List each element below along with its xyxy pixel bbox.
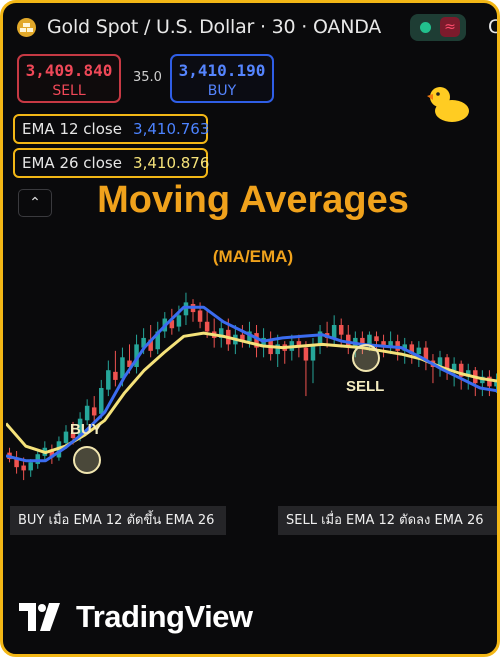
candle-body bbox=[91, 407, 97, 416]
sell-price: 3,409.840 bbox=[25, 61, 113, 80]
ema26-legend[interactable]: EMA 26 close 3,410.876 bbox=[13, 148, 210, 178]
candle-body bbox=[77, 418, 83, 439]
candle-body bbox=[176, 315, 182, 327]
candle-body bbox=[416, 347, 422, 355]
sell-cross-marker bbox=[352, 344, 380, 372]
candle-body bbox=[127, 360, 132, 367]
market-open-icon bbox=[420, 22, 431, 33]
candle-body bbox=[240, 334, 245, 342]
candle-body bbox=[458, 363, 464, 377]
candle-body bbox=[444, 357, 450, 371]
overlay-subtitle: (MA/EMA) bbox=[212, 247, 294, 266]
candle-body bbox=[388, 341, 393, 348]
candle-body bbox=[494, 379, 497, 387]
candle-body bbox=[183, 302, 189, 316]
candle-body bbox=[451, 363, 457, 371]
candle-body bbox=[84, 405, 90, 421]
buy-signal-label: BUY bbox=[70, 421, 102, 438]
candle-body bbox=[106, 370, 111, 390]
ema26-line bbox=[6, 331, 497, 455]
sell-button[interactable]: 3,409.840 SELL bbox=[17, 54, 121, 103]
candle-body bbox=[28, 462, 33, 471]
candle-body bbox=[21, 465, 26, 471]
candle-body bbox=[113, 371, 118, 380]
candle-body bbox=[99, 388, 104, 414]
sell-label: SELL bbox=[52, 83, 86, 99]
candle-body bbox=[381, 341, 386, 348]
candle-body bbox=[275, 344, 280, 355]
sell-rule-note: SELL เมื่อ EMA 12 ตัดลง EMA 26 bbox=[278, 506, 497, 535]
tradingview-wordmark: TradingView bbox=[76, 599, 253, 634]
candle-body bbox=[254, 333, 259, 348]
candle-body bbox=[197, 310, 203, 322]
buy-label: BUY bbox=[207, 83, 237, 99]
buy-cross-marker bbox=[73, 446, 101, 474]
ema12-legend[interactable]: EMA 12 close 3,410.763 bbox=[13, 114, 210, 144]
ema12-name: EMA 12 close bbox=[22, 120, 122, 138]
candle-body bbox=[360, 337, 365, 345]
candle-body bbox=[120, 357, 125, 379]
candle-body bbox=[169, 320, 175, 329]
status-wave-icon: ≈ bbox=[440, 17, 460, 37]
candle-body bbox=[423, 347, 429, 361]
ema12-value: 3,410.763 bbox=[133, 120, 210, 138]
candle-body bbox=[155, 331, 160, 350]
candle-body bbox=[402, 344, 407, 351]
candle-body bbox=[134, 344, 139, 367]
spread-value: 35.0 bbox=[133, 70, 162, 85]
gold-symbol-icon bbox=[17, 18, 36, 37]
overlay-title-text: Moving Averages bbox=[97, 179, 409, 221]
candle-body bbox=[296, 341, 302, 348]
sell-signal-label: SELL bbox=[346, 378, 385, 395]
buy-button[interactable]: 3,410.190 BUY bbox=[170, 54, 274, 103]
symbol-title[interactable]: Gold Spot / U.S. Dollar · 30 · OANDA bbox=[47, 16, 382, 38]
buy-rule-note: BUY เมื่อ EMA 12 ตัดขึ้น EMA 26 bbox=[10, 506, 226, 535]
candle-body bbox=[437, 357, 443, 367]
candle-body bbox=[338, 325, 344, 335]
collapse-legend-button[interactable]: ⌃ bbox=[18, 189, 52, 217]
candle-body bbox=[218, 328, 224, 338]
ema12-line bbox=[6, 305, 497, 463]
candle-body bbox=[374, 336, 379, 342]
next-tab-label[interactable]: C bbox=[488, 16, 500, 38]
candle-body bbox=[310, 344, 316, 361]
candle-body bbox=[247, 331, 252, 342]
ema26-value: 3,410.876 bbox=[133, 154, 210, 172]
candle-body bbox=[204, 321, 210, 332]
candle-body bbox=[331, 325, 337, 338]
price-chart[interactable] bbox=[6, 263, 500, 503]
candle-body bbox=[303, 347, 309, 361]
ema26-name: EMA 26 close bbox=[22, 154, 122, 172]
chevron-up-icon: ⌃ bbox=[29, 195, 41, 211]
gold-bars-icon bbox=[20, 23, 33, 32]
candle-body bbox=[14, 457, 19, 468]
rubber-duck-icon bbox=[427, 87, 469, 122]
overlay-title: Moving Averages bbox=[3, 179, 497, 222]
chart-header: Gold Spot / U.S. Dollar · 30 · OANDA ≈ C bbox=[3, 3, 497, 51]
candle-body bbox=[409, 344, 415, 355]
candle-body bbox=[63, 431, 69, 443]
candle-body bbox=[465, 370, 471, 377]
candle-body bbox=[148, 339, 153, 351]
candle-body bbox=[317, 331, 323, 345]
candle-body bbox=[367, 334, 372, 345]
candle-body bbox=[35, 454, 41, 464]
buy-price: 3,410.190 bbox=[178, 61, 266, 80]
candle-body bbox=[49, 449, 55, 458]
candle-body bbox=[487, 376, 492, 387]
market-status-pill[interactable]: ≈ bbox=[410, 14, 466, 41]
candle-body bbox=[141, 337, 146, 348]
tradingview-mark-icon bbox=[19, 603, 60, 631]
candle-body bbox=[70, 433, 76, 439]
